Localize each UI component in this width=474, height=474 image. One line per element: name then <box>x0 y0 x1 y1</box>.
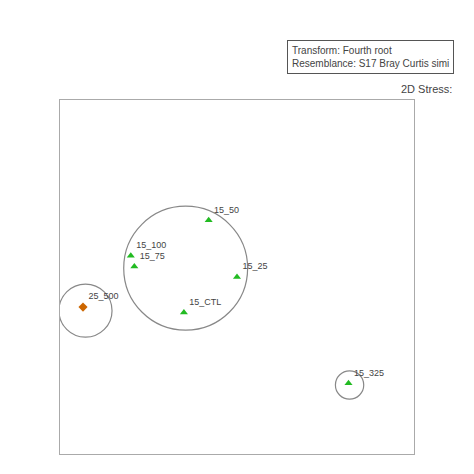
svg-text:15_100: 15_100 <box>136 240 166 250</box>
svg-text:15_50: 15_50 <box>214 205 239 215</box>
svg-text:2D Stress:: 2D Stress: <box>401 83 452 95</box>
svg-text:15_25: 15_25 <box>242 261 267 271</box>
svg-text:25_500: 25_500 <box>88 291 118 301</box>
svg-text:15_CTL: 15_CTL <box>189 297 221 307</box>
svg-text:15_75: 15_75 <box>140 251 165 261</box>
svg-text:15_325: 15_325 <box>354 368 384 378</box>
svg-text:Transform: Fourth rootResembla: Transform: Fourth rootResemblance: S17 B… <box>292 45 449 69</box>
